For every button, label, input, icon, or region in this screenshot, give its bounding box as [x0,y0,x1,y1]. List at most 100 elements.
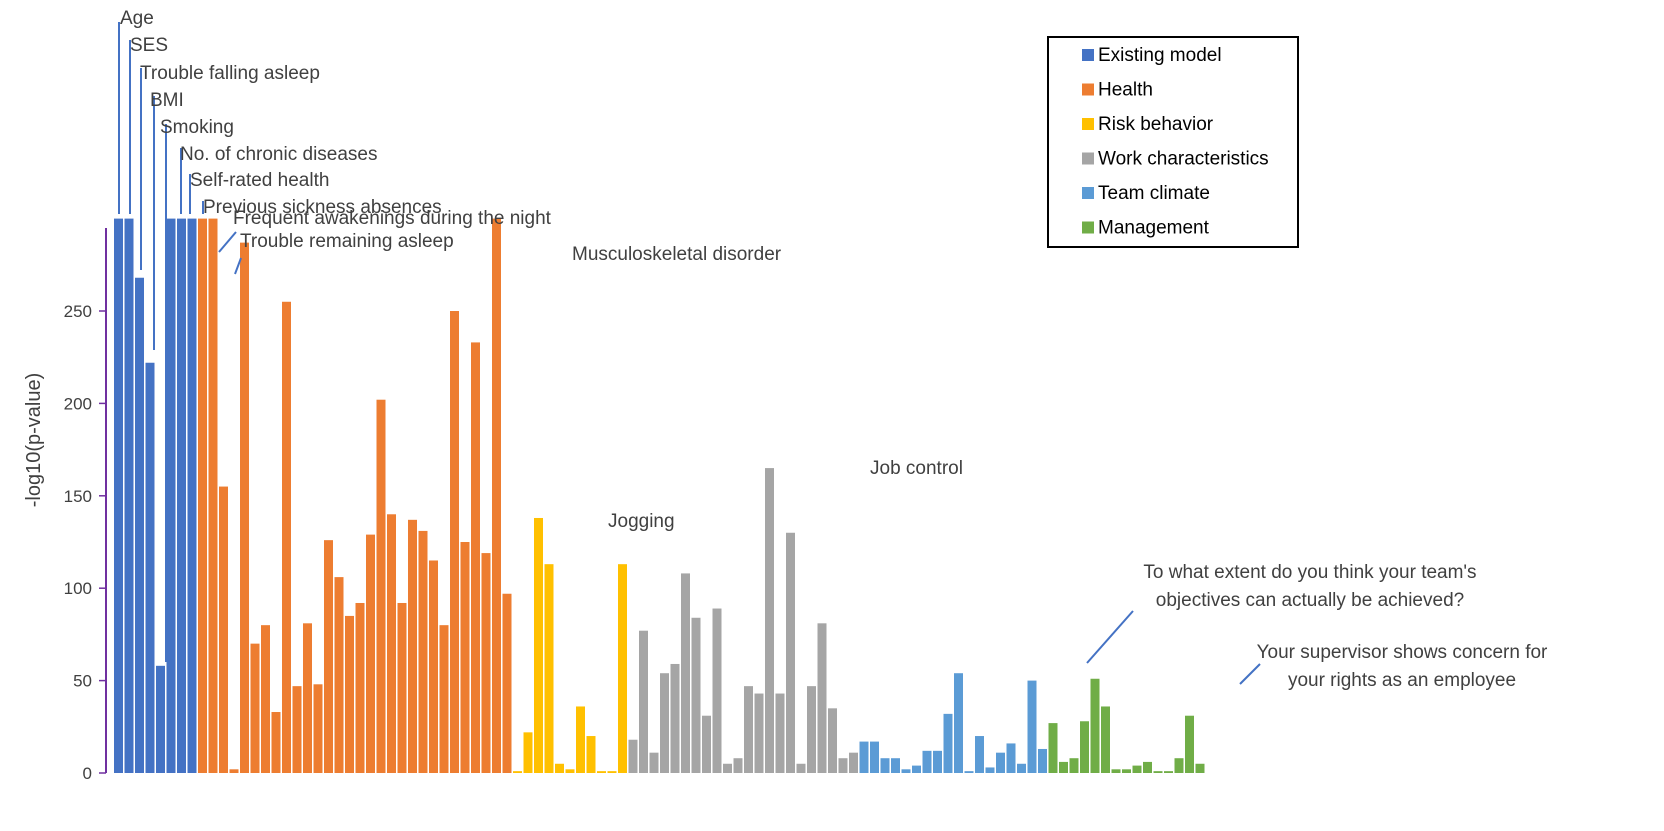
bar [776,694,785,773]
bar [1080,721,1089,773]
bar [177,219,186,773]
bar [1133,766,1142,773]
bar [251,644,260,773]
bar [849,753,858,773]
bar [839,758,848,773]
legend-swatch [1082,118,1094,130]
legend-box [1048,37,1298,247]
bar [1007,743,1016,773]
bar [881,758,890,773]
bar [1122,769,1131,773]
annotation-label: Trouble falling asleep [140,63,320,84]
bar [1038,749,1047,773]
legend-label: Health [1098,80,1153,101]
bar [1049,723,1058,773]
annotation-label: Trouble remaining asleep [240,231,454,252]
legend-label: Work characteristics [1098,149,1269,170]
legend-swatch [1082,153,1094,165]
bar [786,533,795,773]
bar [702,716,711,773]
annotation-label: Your supervisor shows concern for [1257,642,1548,663]
bar [356,603,365,773]
bar [765,468,774,773]
y-axis: 0 50 100 150 200 250 [64,228,106,783]
bar [576,706,585,773]
bar [1154,771,1163,773]
annotation-leader-line [219,232,236,252]
bar [293,686,302,773]
bar [219,487,228,773]
bar [807,686,816,773]
bar [261,625,270,773]
bar [125,219,134,773]
bar [440,625,449,773]
annotation-label: Self-rated health [190,170,329,191]
bar [188,219,197,773]
y-tick-label: 250 [64,302,92,321]
bar [366,535,375,773]
bar [566,769,575,773]
bar [681,573,690,773]
bar [902,769,911,773]
bar [114,219,123,773]
bar [923,751,932,773]
bar [408,520,417,773]
bar [954,673,963,773]
bar [723,764,732,773]
bar [744,686,753,773]
bar [1059,762,1068,773]
bar [1091,679,1100,773]
bar [912,766,921,773]
bar [692,618,701,773]
bar [1196,764,1205,773]
bar [1112,769,1121,773]
legend-swatch [1082,222,1094,234]
annotation-label: Smoking [160,117,234,138]
bar [608,771,617,773]
annotation-label: Age [120,8,154,29]
bar [660,673,669,773]
annotation-label: Musculoskeletal disorder [572,244,782,265]
bar [713,609,722,773]
bar [387,514,396,773]
annotation-leader-line [1087,611,1133,663]
annotation-label: SES [130,35,168,56]
annotation-label: Jogging [608,511,675,532]
annotation-label-line2: your rights as an employee [1288,670,1516,691]
bar [314,684,323,773]
bar [671,664,680,773]
y-tick-label: 100 [64,579,92,598]
bar [429,560,438,773]
bar [209,219,218,773]
bar [870,742,879,773]
bar [503,594,512,773]
bar [534,518,543,773]
legend-swatch [1082,84,1094,96]
bar [482,553,491,773]
bar [461,542,470,773]
bar [335,577,344,773]
bar [597,771,606,773]
y-tick-label: 150 [64,487,92,506]
bar [891,758,900,773]
bar [986,767,995,773]
bar [230,769,239,773]
bar [1101,706,1110,773]
annotation-label: To what extent do you think your team's [1143,562,1476,583]
legend: Existing model Health Risk behavior Work ch… [1048,37,1298,247]
bar [555,764,564,773]
bar [398,603,407,773]
y-tick-label: 0 [83,764,92,783]
legend-swatch [1082,49,1094,61]
annotations: Age SES Trouble falling asleep BMI Smoking No… [119,8,1548,691]
bar [828,708,837,773]
bar [797,764,806,773]
bar [818,623,827,773]
bar [345,616,354,773]
bar [1028,681,1037,773]
bar [650,753,659,773]
bar [324,540,333,773]
legend-swatch [1082,187,1094,199]
bar [135,278,144,773]
bar [1070,758,1079,773]
